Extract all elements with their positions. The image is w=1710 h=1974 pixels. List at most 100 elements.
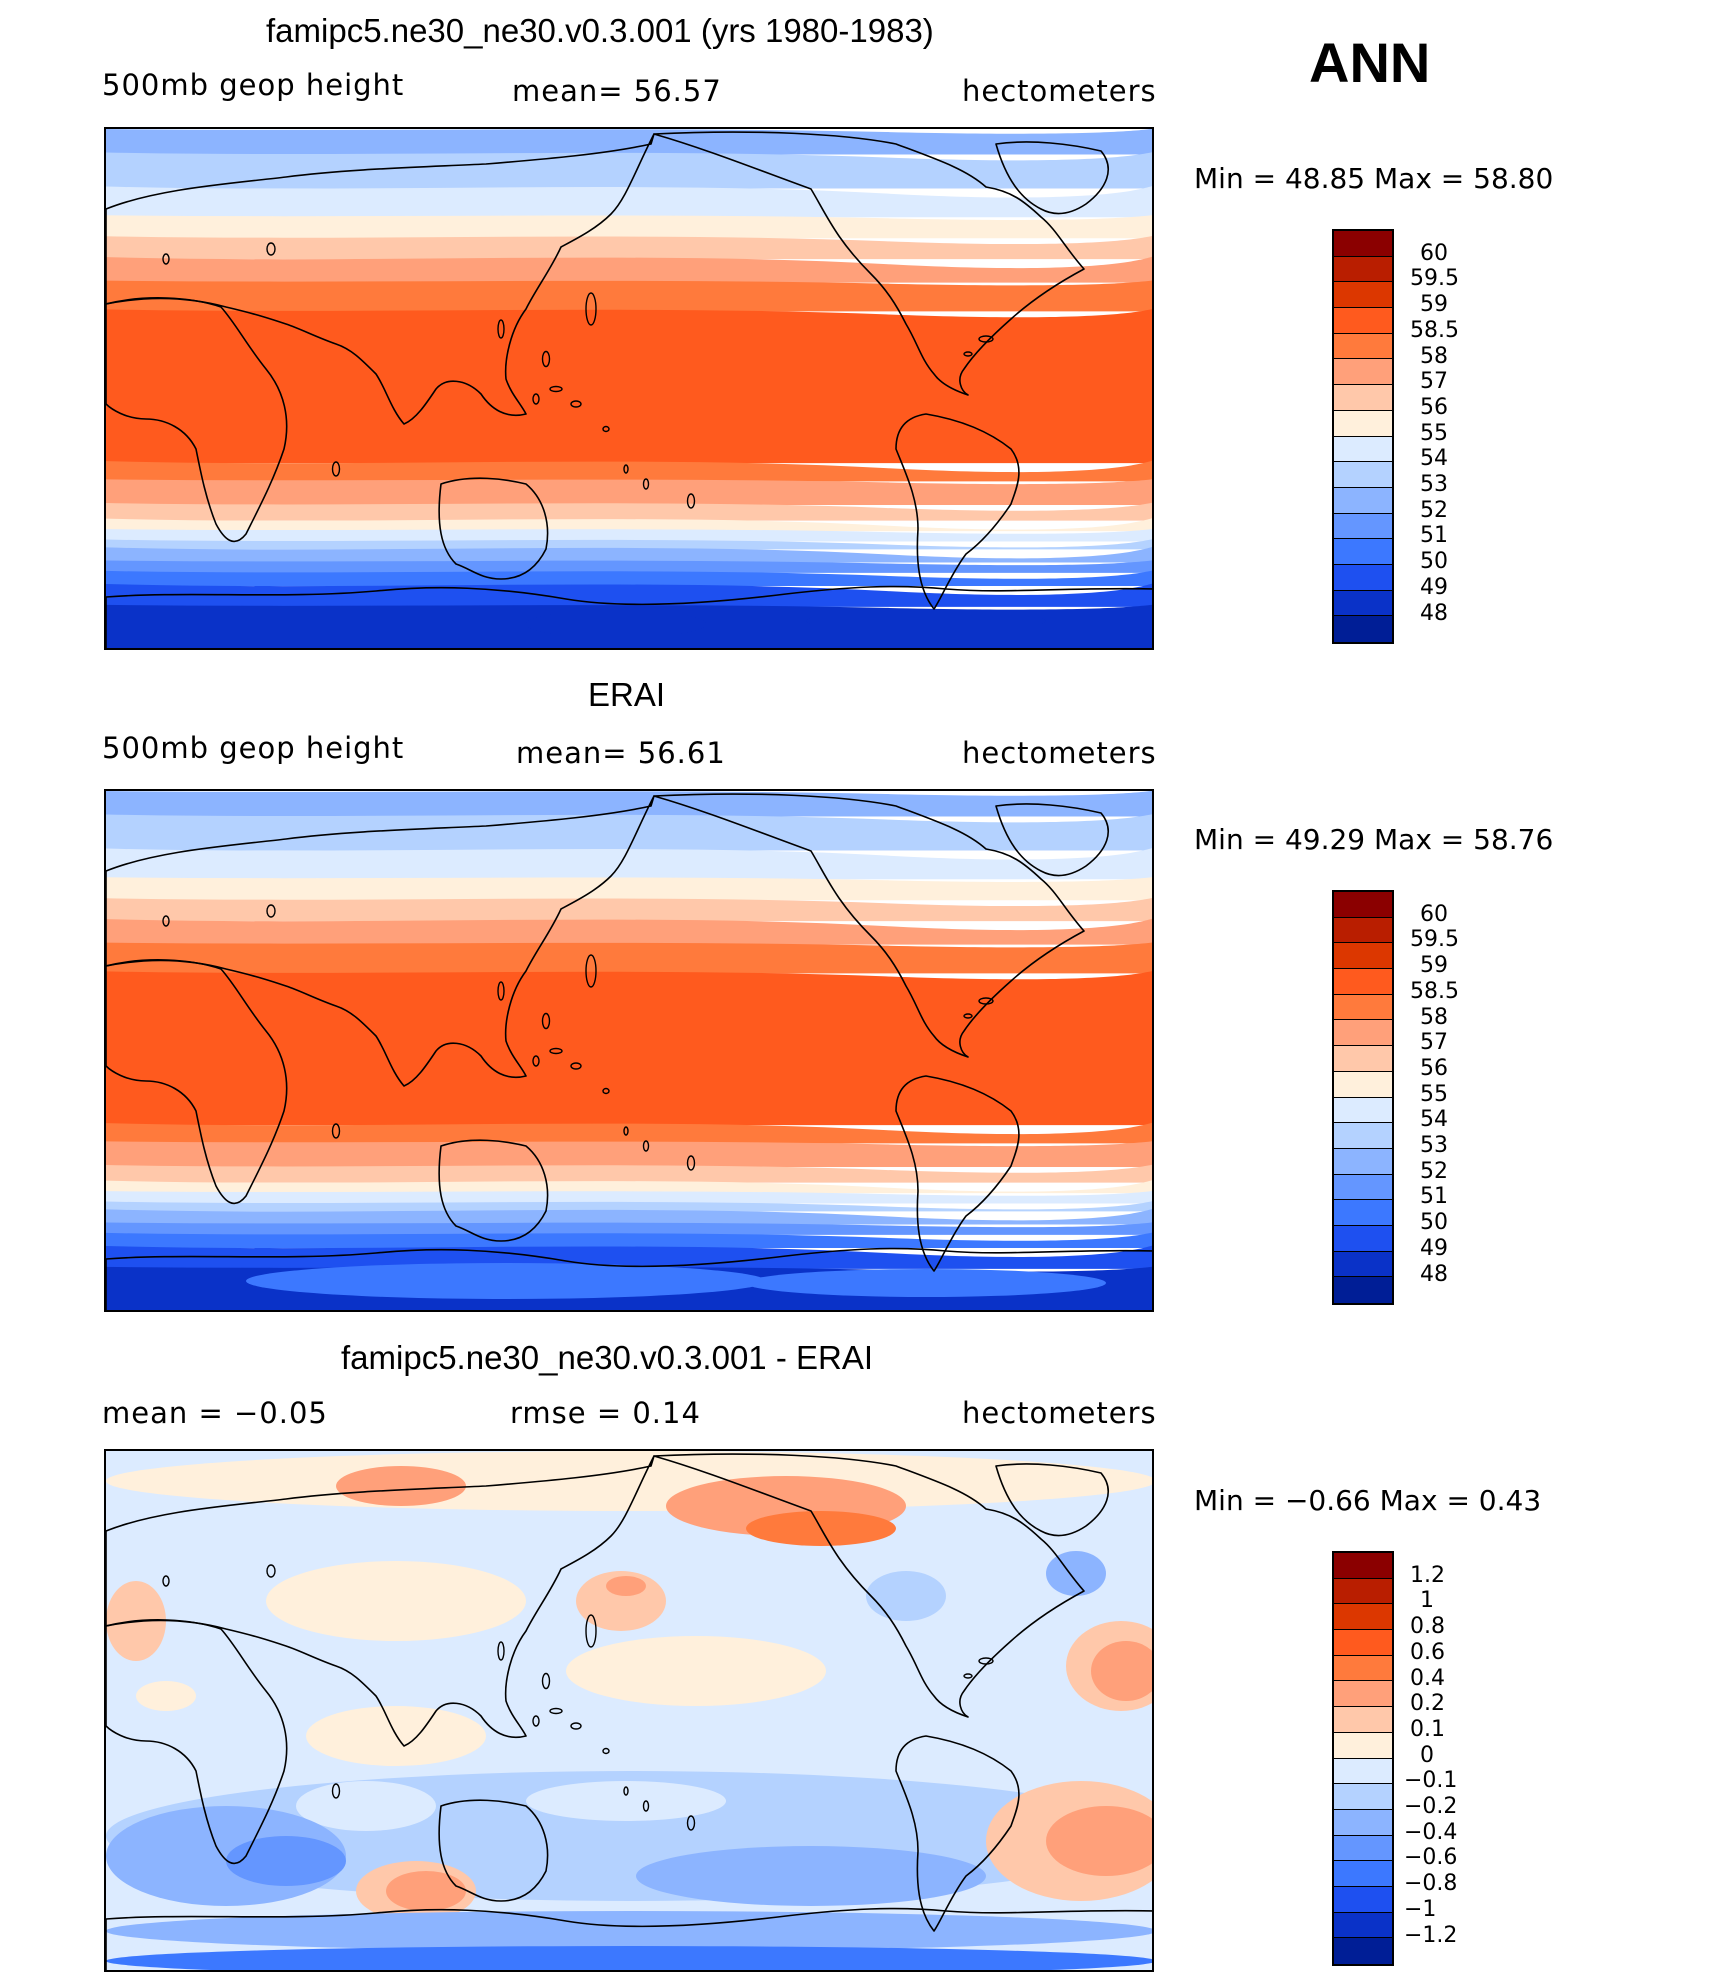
contour-blob bbox=[566, 1636, 826, 1706]
colorbar-swatch bbox=[1334, 1148, 1392, 1175]
island-coastline bbox=[162, 253, 170, 265]
panel1-minmax: Min = 48.85 Max = 58.80 bbox=[1194, 162, 1554, 195]
colorbar-swatch bbox=[1334, 1861, 1392, 1887]
colorbar-swatch bbox=[1334, 1578, 1392, 1605]
colorbar-swatch bbox=[1334, 892, 1392, 918]
island-coastline bbox=[602, 1087, 610, 1095]
contour-band bbox=[106, 280, 1152, 312]
island-coastline bbox=[331, 461, 341, 477]
colorbar-swatch bbox=[1334, 359, 1392, 386]
colorbar-tick-label: 57 bbox=[1420, 369, 1448, 395]
colorbar-tick-label: 55 bbox=[1420, 420, 1448, 446]
contour-band bbox=[106, 918, 1152, 945]
colorbar-swatch bbox=[1334, 539, 1392, 565]
colorbar-swatch bbox=[1334, 1200, 1392, 1226]
colorbar-swatch bbox=[1334, 1809, 1392, 1836]
colorbar-tick-label: 0.6 bbox=[1410, 1639, 1445, 1665]
contour-band bbox=[106, 479, 1152, 505]
island-coastline bbox=[623, 1126, 629, 1136]
colorbar-swatch bbox=[1334, 333, 1392, 360]
island-coastline bbox=[570, 1722, 582, 1730]
coastline bbox=[438, 1139, 549, 1242]
colorbar-swatch bbox=[1334, 1758, 1392, 1785]
contour-band bbox=[106, 256, 1152, 283]
colorbar-tick-label: 0.2 bbox=[1410, 1691, 1445, 1717]
colorbar-swatch bbox=[1334, 1912, 1392, 1939]
contour-band bbox=[106, 791, 1152, 817]
colorbar-swatch bbox=[1334, 1097, 1392, 1124]
contour-band bbox=[106, 1122, 1152, 1144]
contour-blob bbox=[336, 1466, 466, 1506]
colorbar-swatch bbox=[1334, 1835, 1392, 1862]
colorbar-swatch bbox=[1334, 1225, 1392, 1252]
colorbar-tick-label: 0 bbox=[1420, 1742, 1434, 1768]
colorbar-swatch bbox=[1334, 1553, 1392, 1579]
island-coastline bbox=[266, 904, 276, 918]
colorbar-tick-label: 59.5 bbox=[1410, 927, 1459, 953]
colorbar-tick-label: −1 bbox=[1404, 1896, 1437, 1922]
contour-blob bbox=[1091, 1641, 1152, 1701]
contour-band bbox=[106, 971, 1152, 1126]
coastline bbox=[106, 1619, 288, 1865]
island-coastline bbox=[585, 1614, 597, 1648]
contour-band bbox=[106, 1232, 1152, 1249]
panel1-units-label: hectometers bbox=[962, 74, 1157, 108]
contour-band bbox=[106, 1201, 1152, 1212]
contour-blob bbox=[266, 1561, 526, 1641]
contour-band bbox=[106, 570, 1152, 587]
coastline bbox=[438, 1799, 549, 1902]
colorbar-swatch bbox=[1334, 1938, 1392, 1964]
island-coastline bbox=[532, 393, 540, 405]
island-coastline bbox=[570, 400, 582, 408]
colorbar-swatch bbox=[1334, 1174, 1392, 1201]
colorbar-tick-label: 54 bbox=[1420, 446, 1448, 472]
colorbar-tick-label: 50 bbox=[1420, 1210, 1448, 1236]
panel2-units-label: hectometers bbox=[962, 736, 1157, 770]
colorbar-swatch bbox=[1334, 564, 1392, 591]
coastline bbox=[653, 1453, 1085, 1718]
contour-blob bbox=[606, 1576, 646, 1596]
colorbar-tick-label: 48 bbox=[1420, 1261, 1448, 1287]
colorbar-swatch bbox=[1334, 1251, 1392, 1278]
coastline bbox=[106, 1247, 1152, 1310]
season-label: ANN bbox=[1309, 31, 1431, 94]
island-coastline bbox=[266, 242, 276, 256]
island-coastline bbox=[978, 1657, 994, 1665]
colorbar-tick-label: −0.8 bbox=[1404, 1871, 1458, 1897]
colorbar-swatch bbox=[1334, 256, 1392, 283]
panel3-title: famipc5.ne30_ne30.v0.3.001 - ERAI bbox=[341, 1339, 874, 1376]
coastline bbox=[995, 141, 1110, 215]
contour-band bbox=[106, 1164, 1152, 1183]
island-coastline bbox=[686, 1815, 696, 1831]
panel3-minmax: Min = −0.66 Max = 0.43 bbox=[1194, 1484, 1542, 1517]
colorbar-tick-label: 51 bbox=[1420, 1184, 1448, 1210]
panel1-map bbox=[104, 127, 1154, 650]
colorbar-tick-label: 51 bbox=[1420, 523, 1448, 549]
panel3-rmse-label: rmse = 0.14 bbox=[510, 1396, 701, 1430]
colorbar-swatch bbox=[1334, 487, 1392, 514]
island-coastline bbox=[541, 1012, 551, 1030]
colorbar-swatch bbox=[1334, 1071, 1392, 1098]
colorbar-tick-label: 55 bbox=[1420, 1081, 1448, 1107]
colorbar-swatch bbox=[1334, 1123, 1392, 1149]
colorbar-tick-label: −0.4 bbox=[1404, 1819, 1458, 1845]
island-coastline bbox=[585, 292, 597, 326]
contour-blob bbox=[306, 1706, 486, 1766]
colorbar-swatch bbox=[1334, 994, 1392, 1021]
colorbar-tick-label: 58 bbox=[1420, 343, 1448, 369]
contour-band bbox=[106, 309, 1152, 464]
contour-band bbox=[106, 897, 1152, 922]
colorbar-swatch bbox=[1334, 943, 1392, 970]
island-coastline bbox=[963, 351, 973, 357]
island-coastline bbox=[532, 1055, 540, 1067]
colorbar-tick-label: −0.6 bbox=[1404, 1845, 1458, 1871]
colorbar-swatch bbox=[1334, 590, 1392, 617]
contour-band bbox=[106, 1180, 1152, 1194]
island-coastline bbox=[602, 425, 610, 433]
colorbar-swatch bbox=[1334, 1046, 1392, 1072]
island-coastline bbox=[532, 1715, 540, 1727]
colorbar-tick-label: 56 bbox=[1420, 1055, 1448, 1081]
panel2-title: ERAI bbox=[588, 676, 666, 713]
island-coastline bbox=[978, 997, 994, 1005]
colorbar-tick-label: 50 bbox=[1420, 549, 1448, 575]
